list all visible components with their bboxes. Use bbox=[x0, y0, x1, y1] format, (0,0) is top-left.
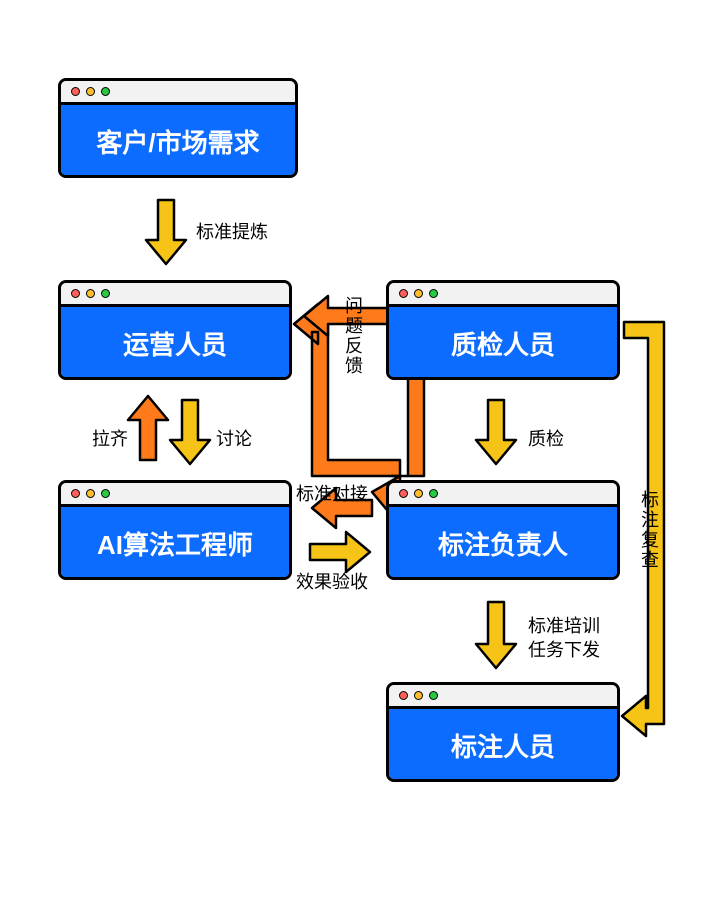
node-label: AI算法工程师 bbox=[61, 507, 289, 580]
dot-red-icon bbox=[399, 691, 408, 700]
node-label: 质检人员 bbox=[389, 307, 617, 380]
arrow-train bbox=[476, 602, 516, 668]
node-label: 运营人员 bbox=[61, 307, 289, 380]
dot-red-icon bbox=[399, 489, 408, 498]
arrow-check bbox=[476, 400, 516, 464]
dot-green-icon bbox=[101, 87, 110, 96]
dot-yellow-icon bbox=[86, 489, 95, 498]
dot-green-icon bbox=[101, 289, 110, 298]
arrow-align bbox=[128, 396, 168, 460]
node-label: 标注负责人 bbox=[389, 507, 617, 580]
dot-yellow-icon bbox=[414, 489, 423, 498]
node-lead: 标注负责人 bbox=[386, 480, 620, 580]
arrow-verify bbox=[310, 532, 370, 572]
node-titlebar bbox=[61, 483, 289, 507]
dot-yellow-icon bbox=[86, 289, 95, 298]
label-train2: 任务下发 bbox=[528, 636, 600, 662]
dot-yellow-icon bbox=[414, 691, 423, 700]
dot-red-icon bbox=[71, 289, 80, 298]
label-docking: 标准对接 bbox=[296, 480, 368, 506]
node-customer: 客户/市场需求 bbox=[58, 78, 298, 178]
node-engineer: AI算法工程师 bbox=[58, 480, 292, 580]
dot-yellow-icon bbox=[414, 289, 423, 298]
node-label: 客户/市场需求 bbox=[61, 105, 295, 178]
dot-red-icon bbox=[71, 489, 80, 498]
dot-yellow-icon bbox=[86, 87, 95, 96]
node-annotator: 标注人员 bbox=[386, 682, 620, 782]
flowchart-canvas: 客户/市场需求 运营人员 质检人员 AI算法工程师 标注负责人 bbox=[0, 0, 720, 900]
label-align: 拉齐 bbox=[92, 425, 128, 451]
dot-red-icon bbox=[399, 289, 408, 298]
dot-green-icon bbox=[101, 489, 110, 498]
label-feedback: 问题反馈 bbox=[340, 296, 366, 376]
node-qa: 质检人员 bbox=[386, 280, 620, 380]
label-train1: 标准培训 bbox=[528, 612, 600, 638]
node-titlebar bbox=[389, 283, 617, 307]
node-titlebar bbox=[61, 283, 289, 307]
dot-green-icon bbox=[429, 489, 438, 498]
node-label: 标注人员 bbox=[389, 709, 617, 782]
dot-green-icon bbox=[429, 691, 438, 700]
node-titlebar bbox=[61, 81, 295, 105]
label-check: 质检 bbox=[528, 425, 564, 451]
node-operator: 运营人员 bbox=[58, 280, 292, 380]
label-recheck: 标注复查 bbox=[636, 490, 662, 570]
arrow-discuss bbox=[170, 400, 210, 464]
dot-red-icon bbox=[71, 87, 80, 96]
node-titlebar bbox=[389, 685, 617, 709]
node-titlebar bbox=[389, 483, 617, 507]
arrow-refine bbox=[146, 200, 186, 264]
dot-green-icon bbox=[429, 289, 438, 298]
label-discuss: 讨论 bbox=[216, 425, 252, 451]
label-verify: 效果验收 bbox=[296, 568, 368, 594]
label-refine: 标准提炼 bbox=[196, 218, 268, 244]
